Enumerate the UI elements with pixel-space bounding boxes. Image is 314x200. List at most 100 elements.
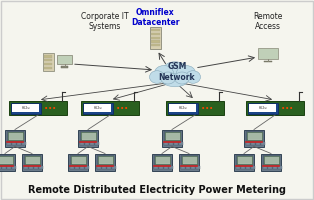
Bar	[95, 142, 99, 145]
Text: HU2u: HU2u	[178, 106, 187, 110]
Bar	[96, 155, 113, 169]
Bar	[17, 142, 21, 145]
Bar	[268, 166, 272, 169]
Bar	[7, 142, 11, 145]
Bar	[24, 156, 40, 164]
Bar	[80, 166, 84, 169]
Bar	[150, 44, 160, 46]
Bar	[191, 166, 195, 169]
Bar	[154, 166, 158, 169]
Bar	[159, 166, 163, 169]
FancyBboxPatch shape	[162, 130, 182, 146]
Text: Remote Distributed Electricity Power Metering: Remote Distributed Electricity Power Met…	[28, 185, 286, 195]
Text: Corporate IT
Systems: Corporate IT Systems	[81, 12, 129, 31]
Bar	[154, 155, 171, 169]
FancyBboxPatch shape	[81, 101, 139, 115]
Bar	[261, 142, 265, 145]
FancyBboxPatch shape	[5, 130, 25, 146]
Ellipse shape	[154, 66, 174, 80]
Bar	[181, 166, 185, 169]
Bar	[112, 166, 116, 169]
Bar	[154, 156, 170, 164]
Bar	[80, 142, 84, 145]
FancyBboxPatch shape	[11, 102, 41, 114]
Bar	[273, 166, 277, 169]
Bar	[0, 155, 14, 169]
Bar	[181, 155, 198, 169]
Bar	[246, 132, 262, 140]
FancyBboxPatch shape	[179, 154, 199, 170]
Bar	[84, 104, 111, 112]
Bar	[251, 142, 255, 145]
Circle shape	[53, 107, 55, 109]
Bar	[0, 166, 1, 169]
Bar	[29, 166, 33, 169]
Bar	[44, 59, 52, 61]
Bar	[44, 67, 52, 69]
Bar	[2, 166, 6, 169]
Bar	[12, 142, 16, 145]
Bar	[79, 131, 96, 145]
Ellipse shape	[162, 73, 188, 87]
FancyBboxPatch shape	[9, 101, 67, 115]
Ellipse shape	[163, 62, 187, 78]
FancyBboxPatch shape	[234, 154, 254, 170]
Circle shape	[117, 107, 119, 109]
Bar	[150, 33, 160, 35]
Bar	[80, 132, 95, 140]
FancyBboxPatch shape	[0, 154, 15, 170]
Bar	[164, 166, 168, 169]
FancyBboxPatch shape	[68, 154, 88, 170]
FancyBboxPatch shape	[78, 130, 98, 146]
Bar	[263, 156, 279, 164]
Bar	[249, 104, 276, 112]
Circle shape	[286, 107, 288, 109]
Text: HU2u: HU2u	[21, 106, 30, 110]
Bar	[61, 66, 68, 68]
Ellipse shape	[160, 72, 176, 84]
Bar	[164, 142, 168, 145]
Bar	[12, 166, 16, 169]
Bar	[39, 166, 43, 169]
Bar	[246, 131, 263, 145]
Bar	[102, 166, 106, 169]
FancyBboxPatch shape	[166, 101, 224, 115]
Bar	[179, 142, 183, 145]
FancyBboxPatch shape	[149, 27, 160, 49]
Bar	[246, 166, 250, 169]
Circle shape	[49, 107, 51, 109]
FancyBboxPatch shape	[95, 154, 115, 170]
Bar	[278, 166, 282, 169]
Bar	[22, 142, 26, 145]
Bar	[98, 156, 112, 164]
Bar	[169, 166, 173, 169]
Bar	[186, 166, 190, 169]
Ellipse shape	[176, 66, 196, 80]
Circle shape	[125, 107, 127, 109]
Bar	[12, 104, 39, 112]
Bar	[236, 155, 252, 169]
Bar	[90, 142, 94, 145]
Text: Remote
Access: Remote Access	[253, 12, 283, 31]
FancyBboxPatch shape	[258, 47, 278, 59]
Bar	[264, 61, 272, 62]
Bar	[0, 156, 13, 164]
Bar	[263, 166, 267, 169]
Bar	[263, 155, 279, 169]
FancyBboxPatch shape	[261, 154, 281, 170]
Bar	[34, 166, 38, 169]
Bar	[85, 166, 89, 169]
Text: Omniflex
Datacenter: Omniflex Datacenter	[131, 8, 179, 27]
Bar	[241, 166, 245, 169]
Bar	[164, 131, 181, 145]
Bar	[75, 166, 79, 169]
Bar	[165, 132, 180, 140]
Bar	[169, 142, 173, 145]
FancyBboxPatch shape	[57, 55, 72, 64]
Bar	[169, 104, 196, 112]
Bar	[7, 166, 11, 169]
Ellipse shape	[149, 71, 165, 83]
Bar	[150, 29, 160, 31]
Bar	[85, 142, 89, 145]
Bar	[71, 156, 85, 164]
